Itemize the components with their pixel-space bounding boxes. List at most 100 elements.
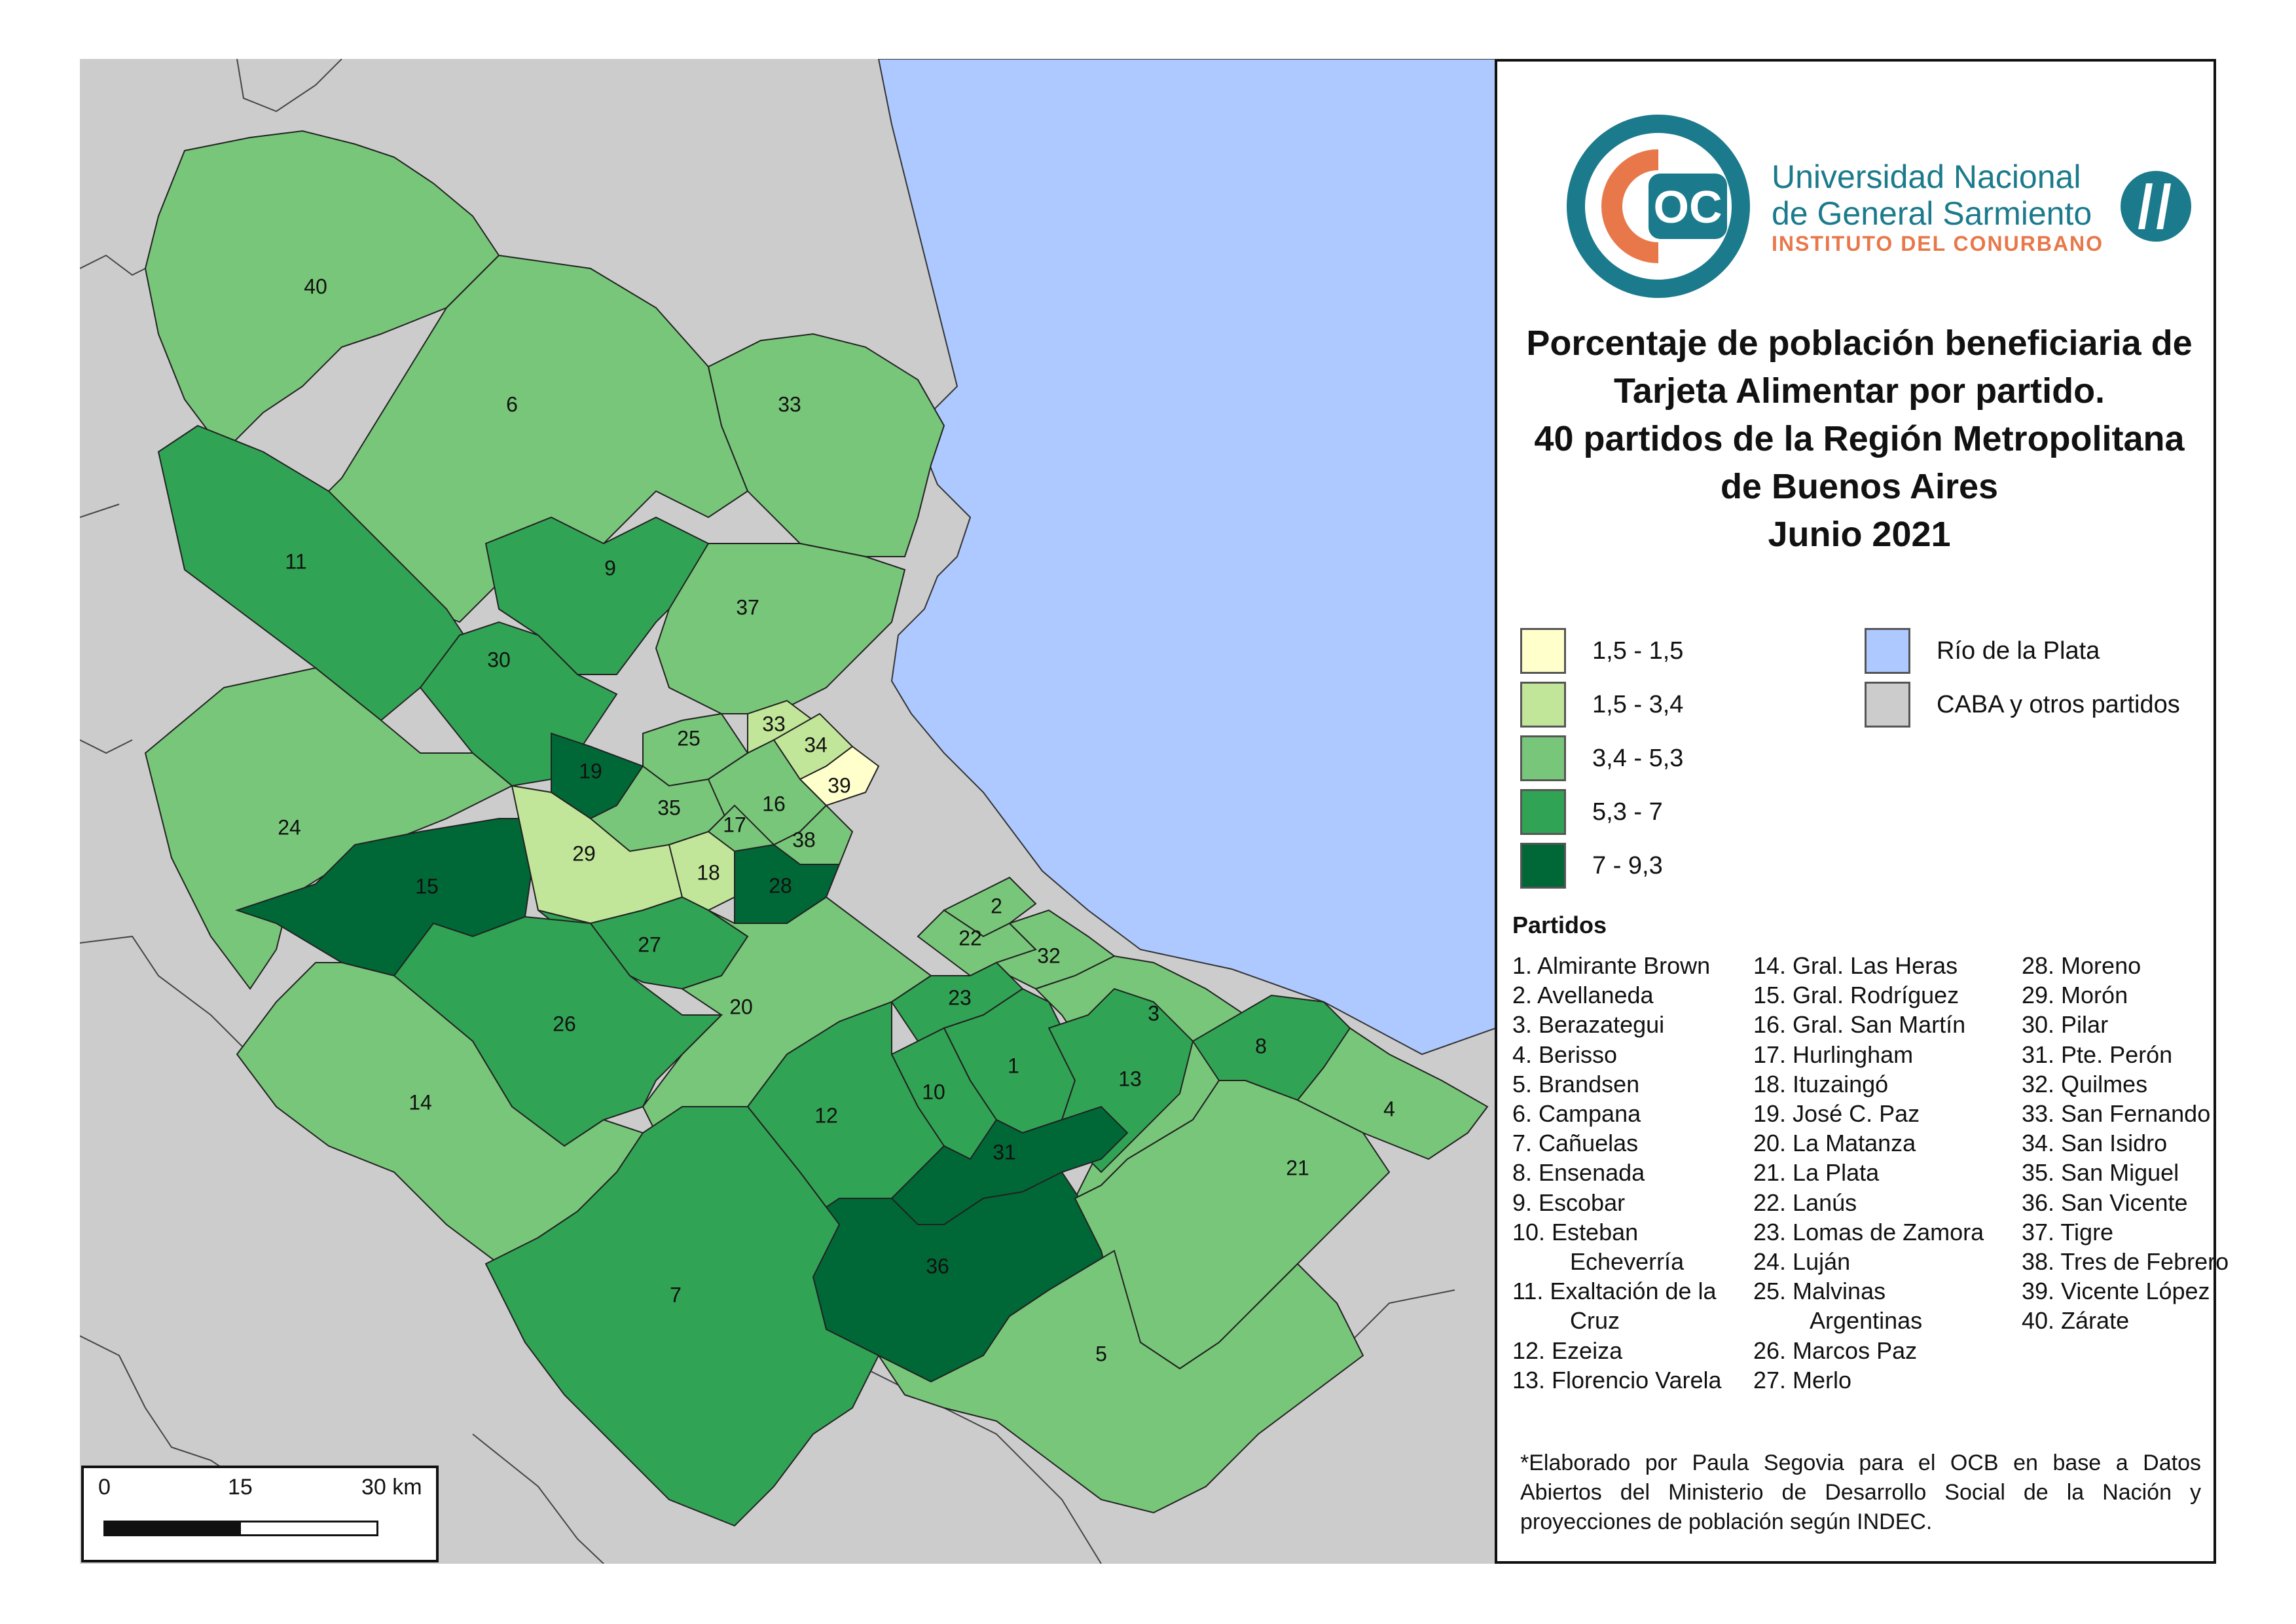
region-label-3: 3 [1148,1001,1159,1025]
scale-label-15: 15 [228,1475,253,1500]
partido-item: 14. Gral. Las Heras [1753,952,1958,979]
region-label-34: 34 [804,733,828,756]
region-label-31: 31 [993,1140,1016,1164]
partido-item: 37. Tigre [2022,1218,2114,1246]
region-label-17: 17 [723,813,746,836]
legend-label: 1,5 - 1,5 [1592,637,1684,665]
scale-bar: 0 15 30 km [81,1466,439,1562]
region-label-33: 33 [778,392,801,416]
region-label-32: 32 [1037,944,1061,967]
partido-item: 9. Escobar [1512,1189,1626,1216]
legend-item-other: CABA y otros partidos [1865,678,2180,731]
region-label-5: 5 [1095,1342,1107,1365]
partido-item: 22. Lanús [1753,1189,1857,1216]
region-label-21: 21 [1286,1156,1309,1179]
region-label-27: 27 [638,932,661,956]
region-partido-33 [707,333,945,557]
region-label-2: 2 [991,894,1002,917]
partidos-heading: Partidos [1512,912,1607,938]
region-label-1: 1 [1008,1054,1019,1077]
region-label-28: 28 [769,874,792,897]
region-label-35: 35 [657,796,681,819]
partido-item: 29. Morón [2022,982,2128,1009]
partido-item: 23. Lomas de Zamora [1753,1218,1984,1246]
scale-label-0: 0 [98,1475,111,1500]
partido-item: 10. Esteban [1512,1218,1639,1246]
region-label-25: 25 [677,726,701,750]
region-label-11: 11 [285,549,306,573]
legend-item-class-5: 7 - 9,3 [1520,840,1663,892]
region-label-23: 23 [948,986,972,1009]
partido-item: 3. Berazategui [1512,1011,1665,1039]
ungs-logo: OC Universidad Nacional de General Sarmi… [1563,111,2192,301]
scale-label-30: 30 km [361,1475,422,1500]
partido-item: 26. Marcos Paz [1753,1337,1918,1364]
legend-swatch [1520,682,1566,728]
partido-item: 32. Quilmes [2022,1070,2148,1098]
legend-label: 5,3 - 7 [1592,798,1663,826]
partido-item: 33. San Fernando [2022,1100,2211,1128]
title-line-4: de Buenos Aires [1720,467,1999,506]
region-label-37: 37 [736,595,759,619]
legend-swatch [1520,628,1566,674]
partido-item: 38. Tres de Febrero [2022,1248,2229,1276]
partido-item: Echeverría [1544,1248,1685,1276]
partido-item: 36. San Vicente [2022,1189,2188,1216]
partido-item: 19. José C. Paz [1753,1100,1920,1128]
legend-swatch [1865,628,1910,674]
region-label-19: 19 [579,759,602,783]
partido-item: 21. La Plata [1753,1159,1880,1187]
region-label-33: 33 [762,712,786,735]
region-label-26: 26 [553,1012,576,1035]
panel-divider [1495,59,1497,1564]
partido-item: 6. Campana [1512,1100,1641,1128]
legend-item-class-2: 1,5 - 3,4 [1520,678,1683,731]
partido-item: 18. Ituzaingó [1753,1070,1889,1098]
partido-item: 24. Luján [1753,1248,1851,1276]
legend-label: 7 - 9,3 [1592,851,1663,879]
partido-item: 20. La Matanza [1753,1130,1916,1157]
region-label-8: 8 [1255,1034,1267,1058]
partido-item: Cruz [1544,1307,1620,1335]
region-label-24: 24 [278,815,301,839]
partido-item: 40. Zárate [2022,1307,2130,1335]
partido-item: Argentinas [1785,1307,1923,1335]
partido-item: 17. Hurlingham [1753,1041,1914,1068]
region-label-6: 6 [506,392,518,416]
partidos-column-1: 1. Almirante Brown 2. Avellaneda 3. Bera… [1512,951,1722,1395]
region-label-18: 18 [697,860,720,884]
partido-item: 7. Cañuelas [1512,1130,1639,1157]
legend-swatch [1520,843,1566,889]
partido-item: 34. San Isidro [2022,1130,2168,1157]
region-label-30: 30 [487,648,511,671]
title-line-5: Junio 2021 [1768,515,1951,554]
legend-item-class-1: 1,5 - 1,5 [1520,625,1683,677]
region-label-7: 7 [670,1283,682,1306]
map-title: Porcentaje de población beneficiaria de … [1506,320,2213,559]
legend-label: 3,4 - 5,3 [1592,744,1684,772]
region-label-4: 4 [1383,1097,1395,1120]
partido-item: 39. Vicente López [2022,1278,2210,1305]
partido-item: 15. Gral. Rodríguez [1753,982,1959,1009]
region-label-12: 12 [814,1103,838,1127]
partido-item: 4. Berisso [1512,1041,1618,1068]
region-partido-37 [655,543,906,714]
region-label-36: 36 [926,1254,949,1278]
region-label-13: 13 [1118,1067,1142,1090]
coc-logo-mark: OC [1567,115,1750,298]
logo-line-2: de General Sarmiento [1772,195,2092,232]
legend-item-class-4: 5,3 - 7 [1520,786,1663,838]
legend-label: 1,5 - 3,4 [1592,690,1684,718]
title-line-1: Porcentaje de población beneficiaria de [1526,323,2193,363]
logo-line-3: INSTITUTO DEL CONURBANO [1772,232,2104,255]
region-label-9: 9 [604,556,616,580]
legend-swatch [1865,682,1910,728]
region-label-29: 29 [572,841,596,865]
region-label-15: 15 [415,874,439,898]
partido-item: 2. Avellaneda [1512,982,1654,1009]
region-label-16: 16 [762,792,786,815]
partido-item: 1. Almirante Brown [1512,952,1711,979]
region-label-22: 22 [958,926,982,950]
partido-item: 35. San Miguel [2022,1159,2179,1187]
